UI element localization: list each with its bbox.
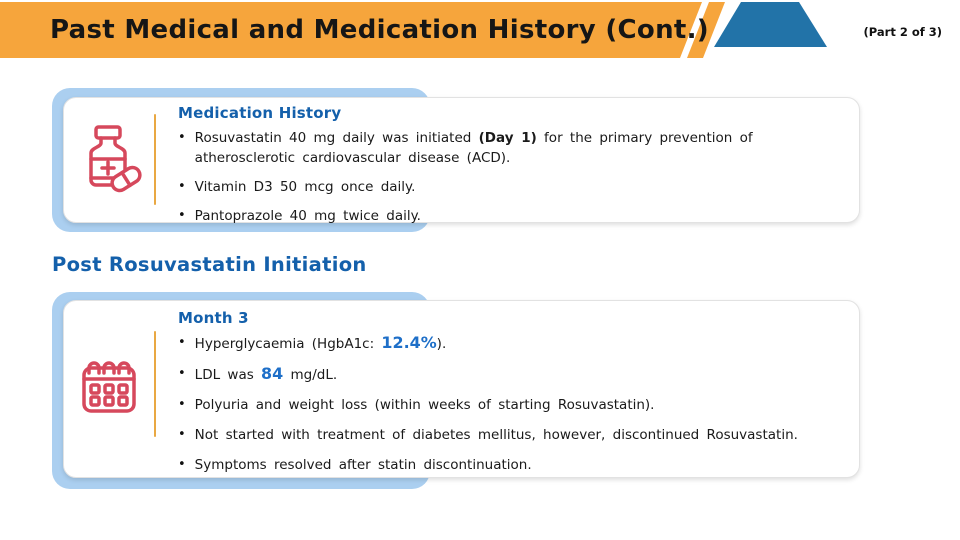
month-3-card: Month 3 • Hyperglycaemia (HgbA1c: 12.4%).… [63, 300, 860, 478]
bullet-item: • Polyuria and weight loss (within weeks … [178, 395, 845, 415]
bullet-text: LDL was 84 mg/dL. [194, 364, 338, 383]
calendar-icon [77, 355, 141, 423]
bullet-list: • Rosuvastatin 40 mg daily was initiated … [178, 128, 845, 226]
bullet-list: • Hyperglycaemia (HgbA1c: 12.4%). • LDL was… [178, 333, 845, 475]
bullet-text: Vitamin D3 50 mcg once daily. [194, 179, 416, 195]
header-decor [0, 2, 827, 58]
bullet-text: Rosuvastatin 40 mg daily was initiated (… [194, 130, 753, 166]
vertical-divider [154, 331, 156, 437]
bullet-item: • Pantoprazole 40 mg twice daily. [178, 206, 845, 226]
bullet-dot: • [178, 208, 186, 223]
bullet-item: • Symptoms resolved after statin disconti… [178, 455, 845, 475]
header-orange-stripe [687, 2, 725, 58]
page-title: Past Medical and Medication History (Con… [50, 15, 709, 45]
bullet-item: • Rosuvastatin 40 mg daily was initiated … [178, 128, 845, 168]
card-content: Month 3 • Hyperglycaemia (HgbA1c: 12.4%).… [156, 301, 859, 477]
vertical-divider [154, 114, 156, 205]
bullet-text: Pantoprazole 40 mg twice daily. [194, 208, 421, 224]
card-heading: Medication History [178, 104, 342, 122]
bullet-dot: • [178, 130, 186, 145]
section-heading: Post Rosuvastatin Initiation [52, 253, 367, 276]
bullet-item: • Hyperglycaemia (HgbA1c: 12.4%). [178, 333, 845, 354]
card-icon-column [64, 98, 154, 222]
part-badge: (Part 2 of 3) [863, 25, 942, 39]
bullet-dot: • [178, 397, 186, 412]
card-icon-column [64, 301, 154, 477]
header-orange-band [0, 2, 702, 58]
bullet-dot: • [178, 427, 186, 442]
bullet-dot: • [178, 457, 186, 472]
bullet-dot: • [178, 366, 186, 381]
bullet-dot: • [178, 335, 186, 350]
card-content: Medication History • Rosuvastatin 40 mg d… [156, 98, 859, 224]
bullet-text: Polyuria and weight loss (within weeks o… [194, 397, 655, 413]
header-blue-trapezoid [714, 2, 827, 47]
bullet-item: • Not started with treatment of diabetes … [178, 425, 845, 445]
pill-bottle-icon [73, 122, 145, 198]
bullet-text: Not started with treatment of diabetes m… [194, 427, 798, 443]
bullet-item: • Vitamin D3 50 mcg once daily. [178, 177, 845, 197]
bullet-dot: • [178, 179, 186, 194]
bullet-text: Symptoms resolved after statin discontin… [194, 457, 532, 473]
bullet-item: • LDL was 84 mg/dL. [178, 364, 845, 385]
medication-history-card: Medication History • Rosuvastatin 40 mg d… [63, 97, 860, 224]
bullet-text: Hyperglycaemia (HgbA1c: 12.4%). [194, 333, 447, 352]
card-heading: Month 3 [178, 309, 249, 327]
